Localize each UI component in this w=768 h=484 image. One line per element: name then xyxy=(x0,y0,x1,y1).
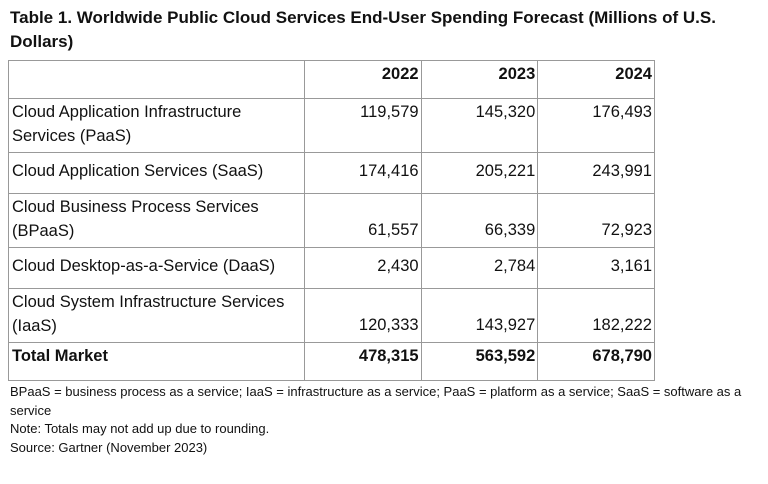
value-cell: 143,927 xyxy=(420,288,539,343)
table-row: Cloud Application Services (SaaS) 174,41… xyxy=(8,152,655,194)
table-notes: BPaaS = business process as a service; I… xyxy=(10,383,766,457)
value-cell: 72,923 xyxy=(537,193,655,248)
value-cell: 205,221 xyxy=(420,152,539,194)
value-cell: 3,161 xyxy=(537,247,655,289)
document: Table 1. Worldwide Public Cloud Services… xyxy=(8,8,766,457)
value-cell: 145,320 xyxy=(420,98,539,153)
value-cell: 182,222 xyxy=(537,288,655,343)
table-row: Cloud Business Process Services (BPaaS) … xyxy=(8,193,655,248)
table-title: Table 1. Worldwide Public Cloud Services… xyxy=(10,8,716,51)
total-label: Total Market xyxy=(8,342,305,381)
value-cell: 2,430 xyxy=(303,247,422,289)
spending-table: 2022 2023 2024 Cloud Application Infrast… xyxy=(8,60,655,381)
table-row: Cloud Desktop-as-a-Service (DaaS) 2,430 … xyxy=(8,247,655,289)
value-cell: 176,493 xyxy=(537,98,655,153)
header-cell-empty xyxy=(8,60,305,99)
table-row: Cloud Application Infrastructure Service… xyxy=(8,98,655,153)
total-value: 478,315 xyxy=(303,342,422,381)
value-cell: 61,557 xyxy=(303,193,422,248)
value-cell: 243,991 xyxy=(537,152,655,194)
row-label: Cloud System Infrastructure Services (Ia… xyxy=(8,288,305,343)
value-cell: 120,333 xyxy=(303,288,422,343)
abbreviations-note: BPaaS = business process as a service; I… xyxy=(10,384,742,418)
header-2023: 2023 xyxy=(420,60,539,99)
row-label: Cloud Desktop-as-a-Service (DaaS) xyxy=(8,247,305,289)
total-row: Total Market 478,315 563,592 678,790 xyxy=(8,342,655,381)
table-row: Cloud System Infrastructure Services (Ia… xyxy=(8,288,655,343)
row-label: Cloud Application Infrastructure Service… xyxy=(8,98,305,153)
total-value: 563,592 xyxy=(420,342,539,381)
value-cell: 2,784 xyxy=(420,247,539,289)
total-value: 678,790 xyxy=(537,342,655,381)
source-note: Source: Gartner (November 2023) xyxy=(10,439,208,455)
header-2022: 2022 xyxy=(303,60,422,99)
header-2024: 2024 xyxy=(537,60,655,99)
row-label: Cloud Application Services (SaaS) xyxy=(8,152,305,194)
header-row: 2022 2023 2024 xyxy=(8,60,655,99)
row-label: Cloud Business Process Services (BPaaS) xyxy=(8,193,305,248)
value-cell: 66,339 xyxy=(420,193,539,248)
value-cell: 174,416 xyxy=(303,152,422,194)
rounding-note: Note: Totals may not add up due to round… xyxy=(10,421,270,436)
value-cell: 119,579 xyxy=(303,98,422,153)
